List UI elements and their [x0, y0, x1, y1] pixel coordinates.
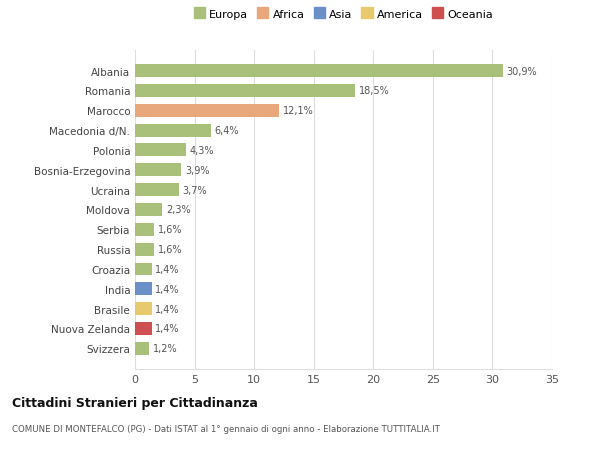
- Text: 12,1%: 12,1%: [283, 106, 313, 116]
- Text: 1,4%: 1,4%: [155, 324, 180, 334]
- Bar: [135, 342, 149, 355]
- Text: 1,6%: 1,6%: [158, 245, 182, 255]
- Text: 1,2%: 1,2%: [153, 344, 178, 353]
- Bar: [135, 65, 503, 78]
- Bar: [135, 124, 211, 137]
- Bar: [135, 144, 186, 157]
- Text: 4,3%: 4,3%: [190, 146, 214, 156]
- Bar: [135, 224, 154, 236]
- Bar: [135, 322, 152, 335]
- Bar: [135, 85, 355, 98]
- Text: 1,6%: 1,6%: [158, 225, 182, 235]
- Text: 1,4%: 1,4%: [155, 304, 180, 314]
- Bar: [135, 184, 179, 196]
- Bar: [135, 164, 181, 177]
- Text: Cittadini Stranieri per Cittadinanza: Cittadini Stranieri per Cittadinanza: [12, 396, 258, 409]
- Bar: [135, 203, 163, 217]
- Text: 1,4%: 1,4%: [155, 284, 180, 294]
- Text: COMUNE DI MONTEFALCO (PG) - Dati ISTAT al 1° gennaio di ogni anno - Elaborazione: COMUNE DI MONTEFALCO (PG) - Dati ISTAT a…: [12, 425, 440, 433]
- Bar: [135, 243, 154, 256]
- Text: 1,4%: 1,4%: [155, 264, 180, 274]
- Text: 30,9%: 30,9%: [507, 67, 538, 76]
- Bar: [135, 302, 152, 315]
- Text: 3,7%: 3,7%: [182, 185, 207, 195]
- Text: 18,5%: 18,5%: [359, 86, 390, 96]
- Text: 2,3%: 2,3%: [166, 205, 191, 215]
- Bar: [135, 263, 152, 276]
- Bar: [135, 283, 152, 296]
- Bar: [135, 105, 279, 118]
- Legend: Europa, Africa, Asia, America, Oceania: Europa, Africa, Asia, America, Oceania: [194, 10, 493, 20]
- Text: 6,4%: 6,4%: [215, 126, 239, 136]
- Text: 3,9%: 3,9%: [185, 165, 209, 175]
